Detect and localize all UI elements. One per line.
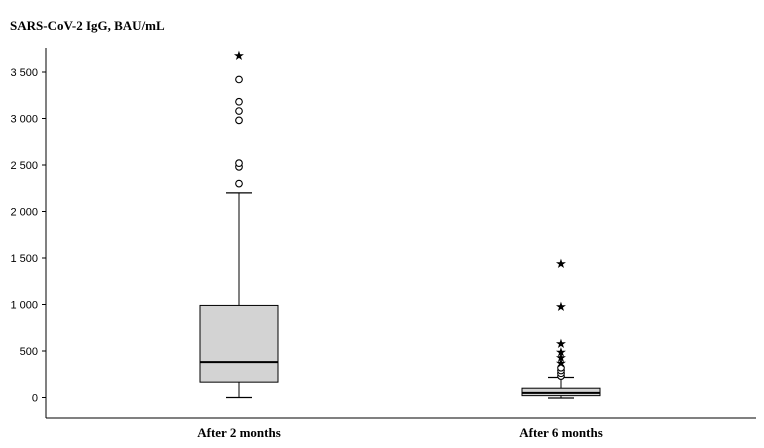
y-tick-label: 500 [20, 346, 38, 358]
axes [45, 48, 756, 419]
outlier-point [235, 179, 243, 188]
extreme-point: ★ [555, 257, 567, 272]
y-tick-label: 3 000 [10, 114, 38, 126]
x-category-labels: After 2 months After 6 months [197, 425, 603, 440]
x-category-label: After 6 months [519, 425, 603, 440]
y-tick-label: 1 500 [10, 253, 38, 265]
boxes: ★★★★★★★ [199, 49, 601, 399]
extreme-point: ★ [555, 351, 567, 366]
extreme-point: ★ [555, 337, 567, 352]
outlier-point [235, 107, 243, 115]
y-tick-label: 2 500 [10, 160, 38, 172]
y-axis-title: SARS-CoV-2 IgG, BAU/mL [10, 18, 165, 33]
outlier-point [235, 159, 243, 167]
outlier-point [235, 116, 243, 125]
y-tick-label: 2 000 [10, 207, 38, 219]
y-ticks: 0 500 1 000 1 500 2 000 2 500 3 000 3 500 [10, 67, 46, 405]
outlier-point [235, 75, 243, 84]
extreme-point: ★ [555, 357, 567, 372]
extreme-point: ★ [555, 300, 567, 315]
extreme-point: ★ [233, 49, 245, 64]
outlier-point [235, 97, 243, 106]
y-tick-label: 0 [32, 393, 38, 405]
outlier-point [557, 363, 565, 372]
box-group: ★ [199, 49, 279, 399]
extreme-point: ★ [555, 345, 567, 360]
y-tick-label: 1 000 [10, 300, 38, 312]
y-tick-label: 3 500 [10, 67, 38, 79]
iqr-box [199, 304, 279, 383]
x-category-label: After 2 months [197, 425, 281, 440]
box-group: ★★★★★★ [521, 257, 601, 399]
